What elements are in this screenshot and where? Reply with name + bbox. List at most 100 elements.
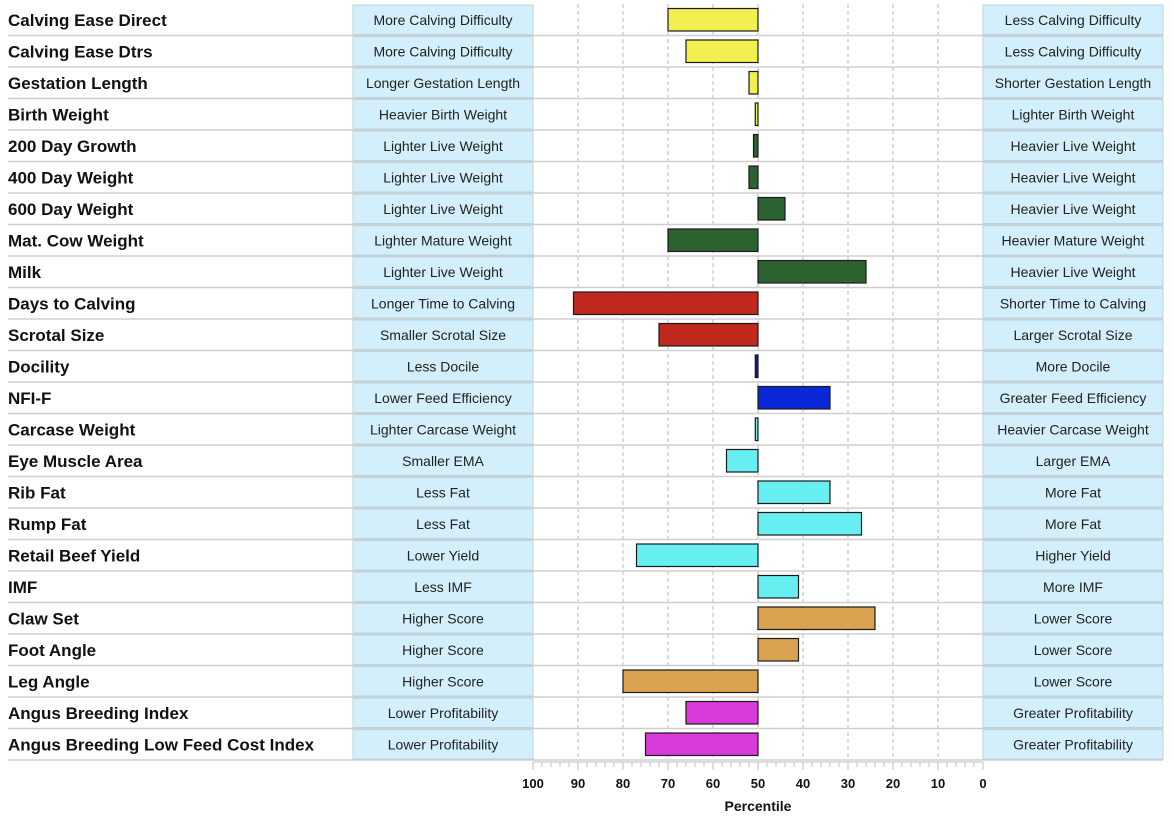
x-axis: 100 90 80 70 60 50 40 30 20 10 0 [522,761,987,791]
left-descriptor-box [352,414,534,445]
right-descriptor: Lighter Birth Weight [1012,106,1135,122]
left-descriptor-box [352,99,534,130]
bar-400-day-weight [748,165,759,190]
trait-label: Gestation Length [8,74,148,93]
left-descriptor: Lighter Live Weight [383,201,503,217]
left-descriptor-box [352,540,534,571]
left-descriptor-box [352,256,534,287]
right-descriptor: Shorter Gestation Length [995,75,1151,91]
right-descriptor-box [982,477,1164,508]
trait-label: Leg Angle [8,672,90,691]
bar-milk [757,259,867,284]
right-descriptor: Less Calving Difficulty [1005,12,1142,28]
right-descriptor-box [982,540,1164,571]
right-descriptor: More Docile [1036,358,1111,374]
left-descriptor-box [352,4,534,35]
right-descriptor-box [982,603,1164,634]
right-descriptor: More Fat [1045,516,1101,532]
left-descriptor: More Calving Difficulty [373,43,512,59]
bar-calving-ease-direct [667,7,759,32]
right-descriptor: Heavier Live Weight [1010,201,1135,217]
trait-label: NFI-F [8,389,51,408]
x-tick-label: 50 [751,776,765,791]
left-descriptor: Lighter Carcase Weight [370,421,516,437]
trait-label: Birth Weight [8,105,109,124]
left-descriptor: Less IMF [414,579,472,595]
right-descriptor: Greater Profitability [1013,705,1133,721]
right-descriptor-box [982,697,1164,728]
left-descriptor: Longer Time to Calving [371,295,515,311]
bar-scrotal-size [658,322,759,347]
left-descriptor: Higher Score [402,642,484,658]
trait-label: Eye Muscle Area [8,452,143,471]
right-descriptor: More Fat [1045,484,1101,500]
bar-docility [754,354,759,379]
left-descriptor-box [352,697,534,728]
left-descriptor: More Calving Difficulty [373,12,512,28]
left-descriptor-box [352,288,534,319]
right-descriptor: Larger Scrotal Size [1013,327,1132,343]
right-descriptor: Heavier Live Weight [1010,169,1135,185]
right-descriptor: Larger EMA [1036,453,1111,469]
right-descriptor: Higher Yield [1035,547,1111,563]
left-descriptor-box [352,36,534,67]
left-descriptor-box [352,729,534,760]
x-tick-label: 70 [661,776,675,791]
left-descriptor: Lower Yield [407,547,479,563]
trait-label: Scrotal Size [8,326,104,345]
left-descriptor: Less Docile [407,358,480,374]
left-descriptor: Higher Score [402,673,484,689]
chart-bars [572,7,876,757]
bar-leg-angle [622,669,759,694]
bar-calving-ease-dtrs [685,39,759,64]
right-descriptor-box [982,729,1164,760]
trait-label: Rib Fat [8,483,66,502]
x-axis-label: Percentile [725,798,792,814]
right-descriptor-box [982,193,1164,224]
left-descriptor-box [352,319,534,350]
x-tick-label: 0 [979,776,986,791]
left-descriptor: Lighter Mature Weight [374,232,512,248]
left-descriptor-box [352,162,534,193]
bar-claw-set [757,606,876,631]
left-descriptor-box [352,666,534,697]
trait-label: Angus Breeding Index [8,704,189,723]
trait-label: Calving Ease Dtrs [8,42,153,61]
right-descriptor: Heavier Live Weight [1010,138,1135,154]
right-descriptor-box [982,130,1164,161]
right-descriptor-box [982,319,1164,350]
x-tick-label: 90 [571,776,585,791]
right-descriptor-box [982,571,1164,602]
right-descriptor-box [982,382,1164,413]
left-descriptor: Higher Score [402,610,484,626]
left-descriptor-box [352,571,534,602]
trait-label: Claw Set [8,609,79,628]
x-tick-label: 30 [841,776,855,791]
chart-rows: Calving Ease Direct More Calving Difficul… [8,4,1164,761]
left-descriptor-box [352,508,534,539]
x-tick-label: 100 [522,776,544,791]
right-descriptor-box [982,99,1164,130]
x-tick-label: 10 [931,776,945,791]
right-descriptor-box [982,67,1164,98]
x-tick-label: 20 [886,776,900,791]
right-descriptor-box [982,288,1164,319]
trait-label: Angus Breeding Low Feed Cost Index [8,735,315,754]
trait-label: Foot Angle [8,641,96,660]
trait-label: 600 Day Weight [8,200,134,219]
trait-label: IMF [8,578,37,597]
right-descriptor-box [982,256,1164,287]
right-descriptor-box [982,666,1164,697]
left-descriptor-box [352,382,534,413]
bar-birth-weight [754,102,759,127]
left-descriptor-box [352,477,534,508]
bar-mat-cow-weight [667,228,759,253]
left-descriptor-box [352,130,534,161]
trait-label: Milk [8,263,42,282]
left-descriptor: Smaller EMA [402,453,484,469]
trait-label: Carcase Weight [8,420,136,439]
bar-gestation-length [748,70,759,95]
left-descriptor-box [352,67,534,98]
right-descriptor-box [982,36,1164,67]
